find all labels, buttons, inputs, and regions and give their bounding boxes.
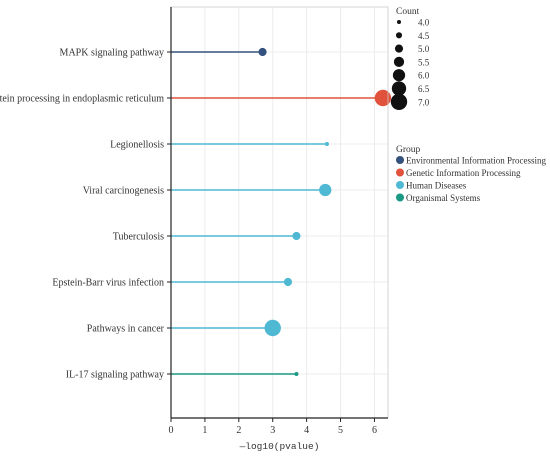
size-key-dot bbox=[393, 56, 405, 67]
x-axis-title: —log10(pvalue) bbox=[239, 441, 320, 452]
dot bbox=[324, 142, 329, 146]
count-legend-title: Count bbox=[396, 7, 420, 17]
size-key-label: 4.5 bbox=[418, 31, 430, 41]
term-label: Viral carcinogenesis bbox=[83, 186, 164, 197]
stems bbox=[171, 51, 383, 375]
x-tick-label: 1 bbox=[202, 425, 207, 436]
size-key-dot bbox=[394, 44, 404, 53]
size-key-label: 7.0 bbox=[418, 97, 430, 107]
x-tick-label: 6 bbox=[372, 425, 377, 436]
group-key-dot bbox=[396, 193, 404, 202]
term-label: IL-17 signaling pathway bbox=[66, 370, 164, 381]
x-tick-label: 2 bbox=[236, 425, 241, 436]
group-key-dot bbox=[396, 181, 404, 189]
dot bbox=[374, 89, 392, 107]
dot bbox=[258, 47, 267, 57]
group-key-label: Genetic Information Processing bbox=[406, 168, 521, 178]
term-label: Legionellosis bbox=[110, 140, 164, 151]
term-label: MAPK signaling pathway bbox=[60, 48, 164, 59]
x-tick-label: 5 bbox=[338, 425, 343, 436]
group-key-dot bbox=[396, 168, 404, 177]
plot-border bbox=[170, 6, 389, 419]
size-key-dot bbox=[397, 20, 401, 24]
size-key-label: 5.0 bbox=[418, 44, 430, 54]
axes bbox=[167, 6, 389, 422]
dot bbox=[294, 372, 299, 376]
x-tick-label: 3 bbox=[270, 425, 275, 436]
size-key-label: 5.5 bbox=[418, 57, 430, 67]
group-key-dot bbox=[396, 156, 404, 164]
size-key-label: 6.5 bbox=[418, 84, 430, 94]
group-key-label: Human Diseases bbox=[406, 181, 467, 191]
dot bbox=[283, 277, 293, 287]
size-key-dot bbox=[391, 81, 407, 96]
dot bbox=[319, 183, 332, 197]
dot bbox=[264, 319, 281, 337]
x-tick-labels: 0 1 2 3 4 5 6 bbox=[169, 425, 377, 436]
term-label: Protein processing in endoplasmic reticu… bbox=[0, 94, 164, 105]
term-label: Pathways in cancer bbox=[87, 324, 165, 335]
group-key-label: Environmental Information Processing bbox=[406, 156, 546, 166]
size-key-dot bbox=[390, 93, 408, 111]
grid bbox=[170, 7, 388, 418]
dot bbox=[292, 231, 301, 241]
group-key-label: Organismal Systems bbox=[406, 193, 481, 203]
x-tick-label: 0 bbox=[169, 425, 174, 436]
term-label: Tuberculosis bbox=[113, 232, 164, 243]
term-labels: MAPK signaling pathway Protein processing… bbox=[0, 48, 165, 381]
size-key-dot bbox=[392, 69, 406, 82]
x-tick-label: 4 bbox=[304, 425, 309, 436]
size-key-label: 6.0 bbox=[418, 71, 430, 81]
term-label: Epstein-Barr virus infection bbox=[52, 278, 164, 289]
group-legend-title: Group bbox=[396, 145, 421, 155]
size-key-dot bbox=[395, 32, 403, 39]
size-key-label: 4.0 bbox=[418, 18, 430, 28]
dots bbox=[258, 47, 392, 376]
